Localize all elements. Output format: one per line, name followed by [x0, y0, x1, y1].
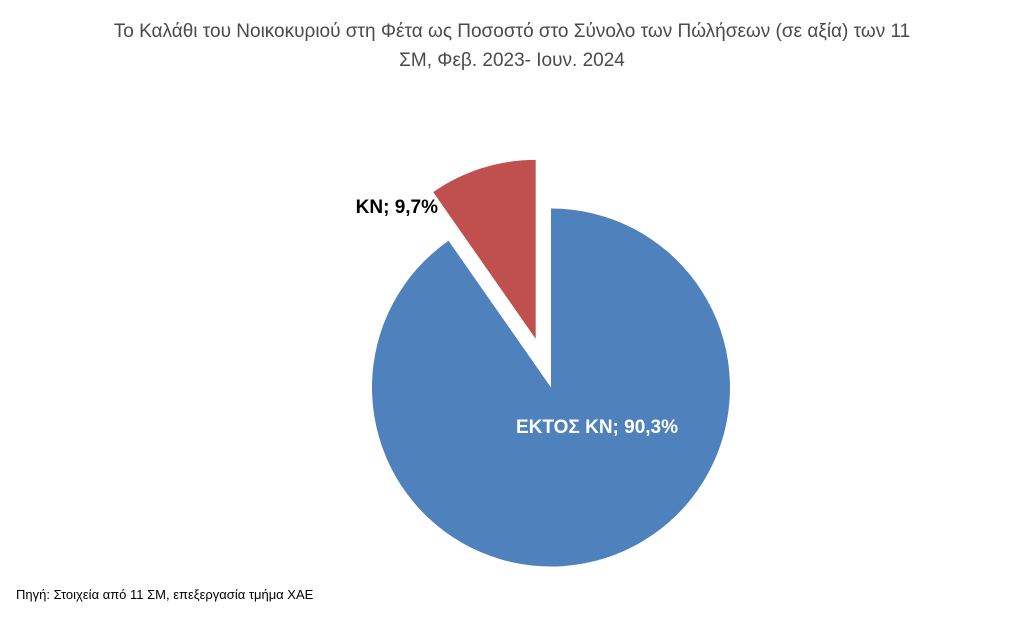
- chart-title: Το Καλάθι του Νοικοκυριού στη Φέτα ως Πο…: [0, 17, 1024, 75]
- chart-title-line2: ΣΜ, Φεβ. 2023- Ιουν. 2024: [399, 50, 625, 71]
- source-note: Πηγή: Στοιχεία από 11 ΣΜ, επεξεργασία τμ…: [16, 587, 314, 602]
- chart-title-line1: Το Καλάθι του Νοικοκυριού στη Φέτα ως Πο…: [113, 21, 911, 42]
- slice-label-ektos-kn: ΕΚΤΟΣ ΚΝ; 90,3%: [515, 417, 679, 438]
- pie-slice-ektos-kn: [371, 208, 730, 567]
- slice-label-kn: ΚΝ; 9,7%: [355, 197, 438, 218]
- pie-slice-kn: [433, 159, 536, 339]
